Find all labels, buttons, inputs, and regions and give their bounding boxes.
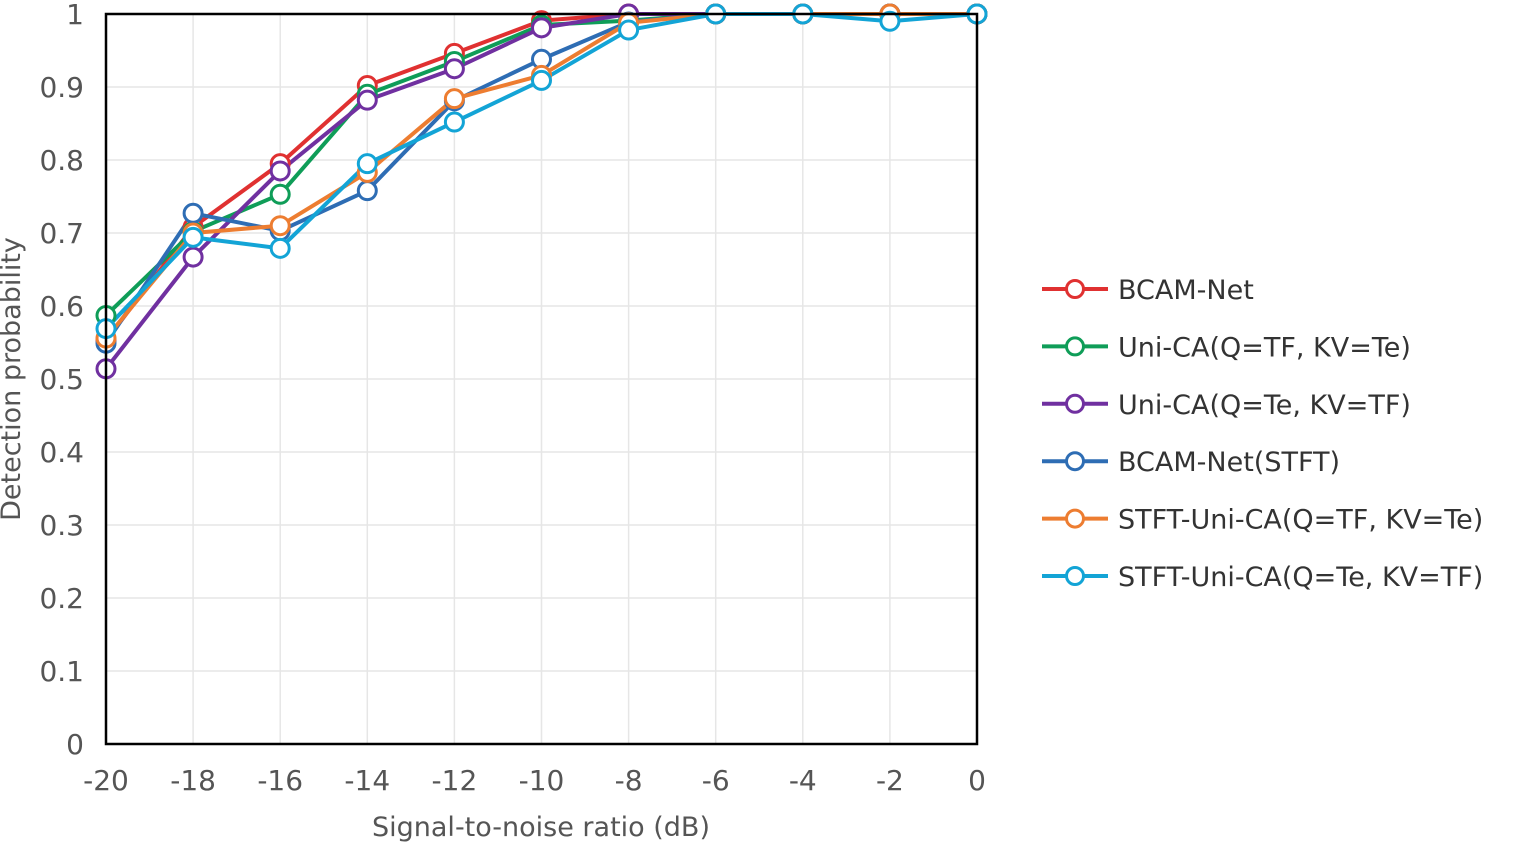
x-tick-label: 0 (968, 764, 986, 797)
y-tick-label: 0 (66, 728, 84, 761)
y-tick-label: 0.1 (39, 655, 84, 688)
data-point-series-4 (182, 202, 204, 224)
x-tick-label: -16 (257, 764, 303, 797)
legend-swatch-marker (1065, 566, 1085, 586)
legend-item: BCAM-Net(STFT) (1042, 447, 1340, 478)
x-tick-label: -10 (519, 764, 565, 797)
legend-item: Uni-CA(Q=TF, KV=Te) (1042, 332, 1411, 363)
y-tick-label: 0.4 (39, 436, 84, 469)
legend-swatch-marker (1065, 336, 1085, 357)
legend: BCAM-Net Uni-CA(Q=TF, KV=Te) Uni-CA(Q=Te, … (1042, 275, 1483, 593)
data-point-series-4 (356, 180, 378, 202)
x-tick-label: -2 (876, 764, 904, 797)
data-point-series-6 (879, 10, 901, 32)
x-tick-labels: -20 -18 -16 -14 -12 -10 -8 -6 -4 -2 0 (83, 764, 986, 797)
data-point-series-6 (356, 153, 378, 175)
data-point-series-2 (269, 183, 291, 205)
legend-item: STFT-Uni-CA(Q=TF, KV=Te) (1042, 505, 1483, 536)
x-tick-label: -12 (432, 764, 478, 797)
plot-frame (104, 12, 979, 746)
legend-swatch-marker (1065, 451, 1085, 472)
data-point-series-3 (182, 246, 204, 268)
data-point-series-3 (356, 89, 378, 111)
y-tick-label: 0.7 (39, 217, 84, 250)
legend-label: Uni-CA(Q=Te, KV=TF) (1118, 390, 1411, 421)
legend-swatch-marker (1065, 279, 1085, 299)
y-tick-label: 0.9 (39, 71, 84, 104)
legend-label: STFT-Uni-CA(Q=Te, KV=TF) (1118, 562, 1483, 593)
data-point-series-6 (443, 111, 465, 133)
legend-swatch-marker (1065, 393, 1085, 414)
x-tick-label: -8 (615, 764, 643, 797)
x-tick-label: -20 (83, 764, 129, 797)
x-tick-label: -14 (344, 764, 390, 797)
y-tick-label: 1 (66, 0, 84, 31)
x-tick-label: -18 (170, 764, 216, 797)
y-axis-title: Detection probability (0, 237, 27, 521)
legend-item: BCAM-Net (1042, 275, 1254, 306)
legend-label: STFT-Uni-CA(Q=TF, KV=Te) (1118, 505, 1483, 536)
data-point-series-3 (531, 17, 552, 39)
x-tick-label: -4 (789, 764, 817, 797)
data-point-series-3 (443, 58, 465, 80)
data-point-series-5 (443, 88, 465, 110)
y-tick-label: 0.3 (39, 509, 84, 542)
x-tick-label: -6 (702, 764, 730, 797)
x-axis-title: Signal-to-noise ratio (dB) (372, 812, 710, 843)
legend-item: STFT-Uni-CA(Q=Te, KV=TF) (1042, 562, 1483, 593)
legend-label: Uni-CA(Q=TF, KV=Te) (1118, 332, 1411, 363)
y-tick-label: 0.5 (39, 363, 84, 396)
data-point-series-5 (269, 215, 291, 237)
data-point-series-6 (618, 19, 640, 41)
y-tick-label: 0.2 (39, 582, 84, 615)
y-tick-labels: 0 0.1 0.2 0.3 0.4 0.5 0.6 0.7 0.8 0.9 1 (39, 0, 84, 761)
y-tick-label: 0.6 (39, 290, 84, 323)
data-point-series-6 (182, 226, 204, 248)
legend-label: BCAM-Net (1118, 275, 1254, 306)
data-point-series-6 (269, 237, 291, 259)
legend-label: BCAM-Net(STFT) (1118, 447, 1340, 478)
legend-item: Uni-CA(Q=Te, KV=TF) (1042, 390, 1411, 421)
grid-lines (105, 13, 978, 745)
data-point-series-3 (269, 160, 291, 182)
legend-swatch-marker (1065, 508, 1085, 529)
y-tick-label: 0.8 (39, 144, 84, 177)
data-point-series-6 (531, 69, 552, 91)
